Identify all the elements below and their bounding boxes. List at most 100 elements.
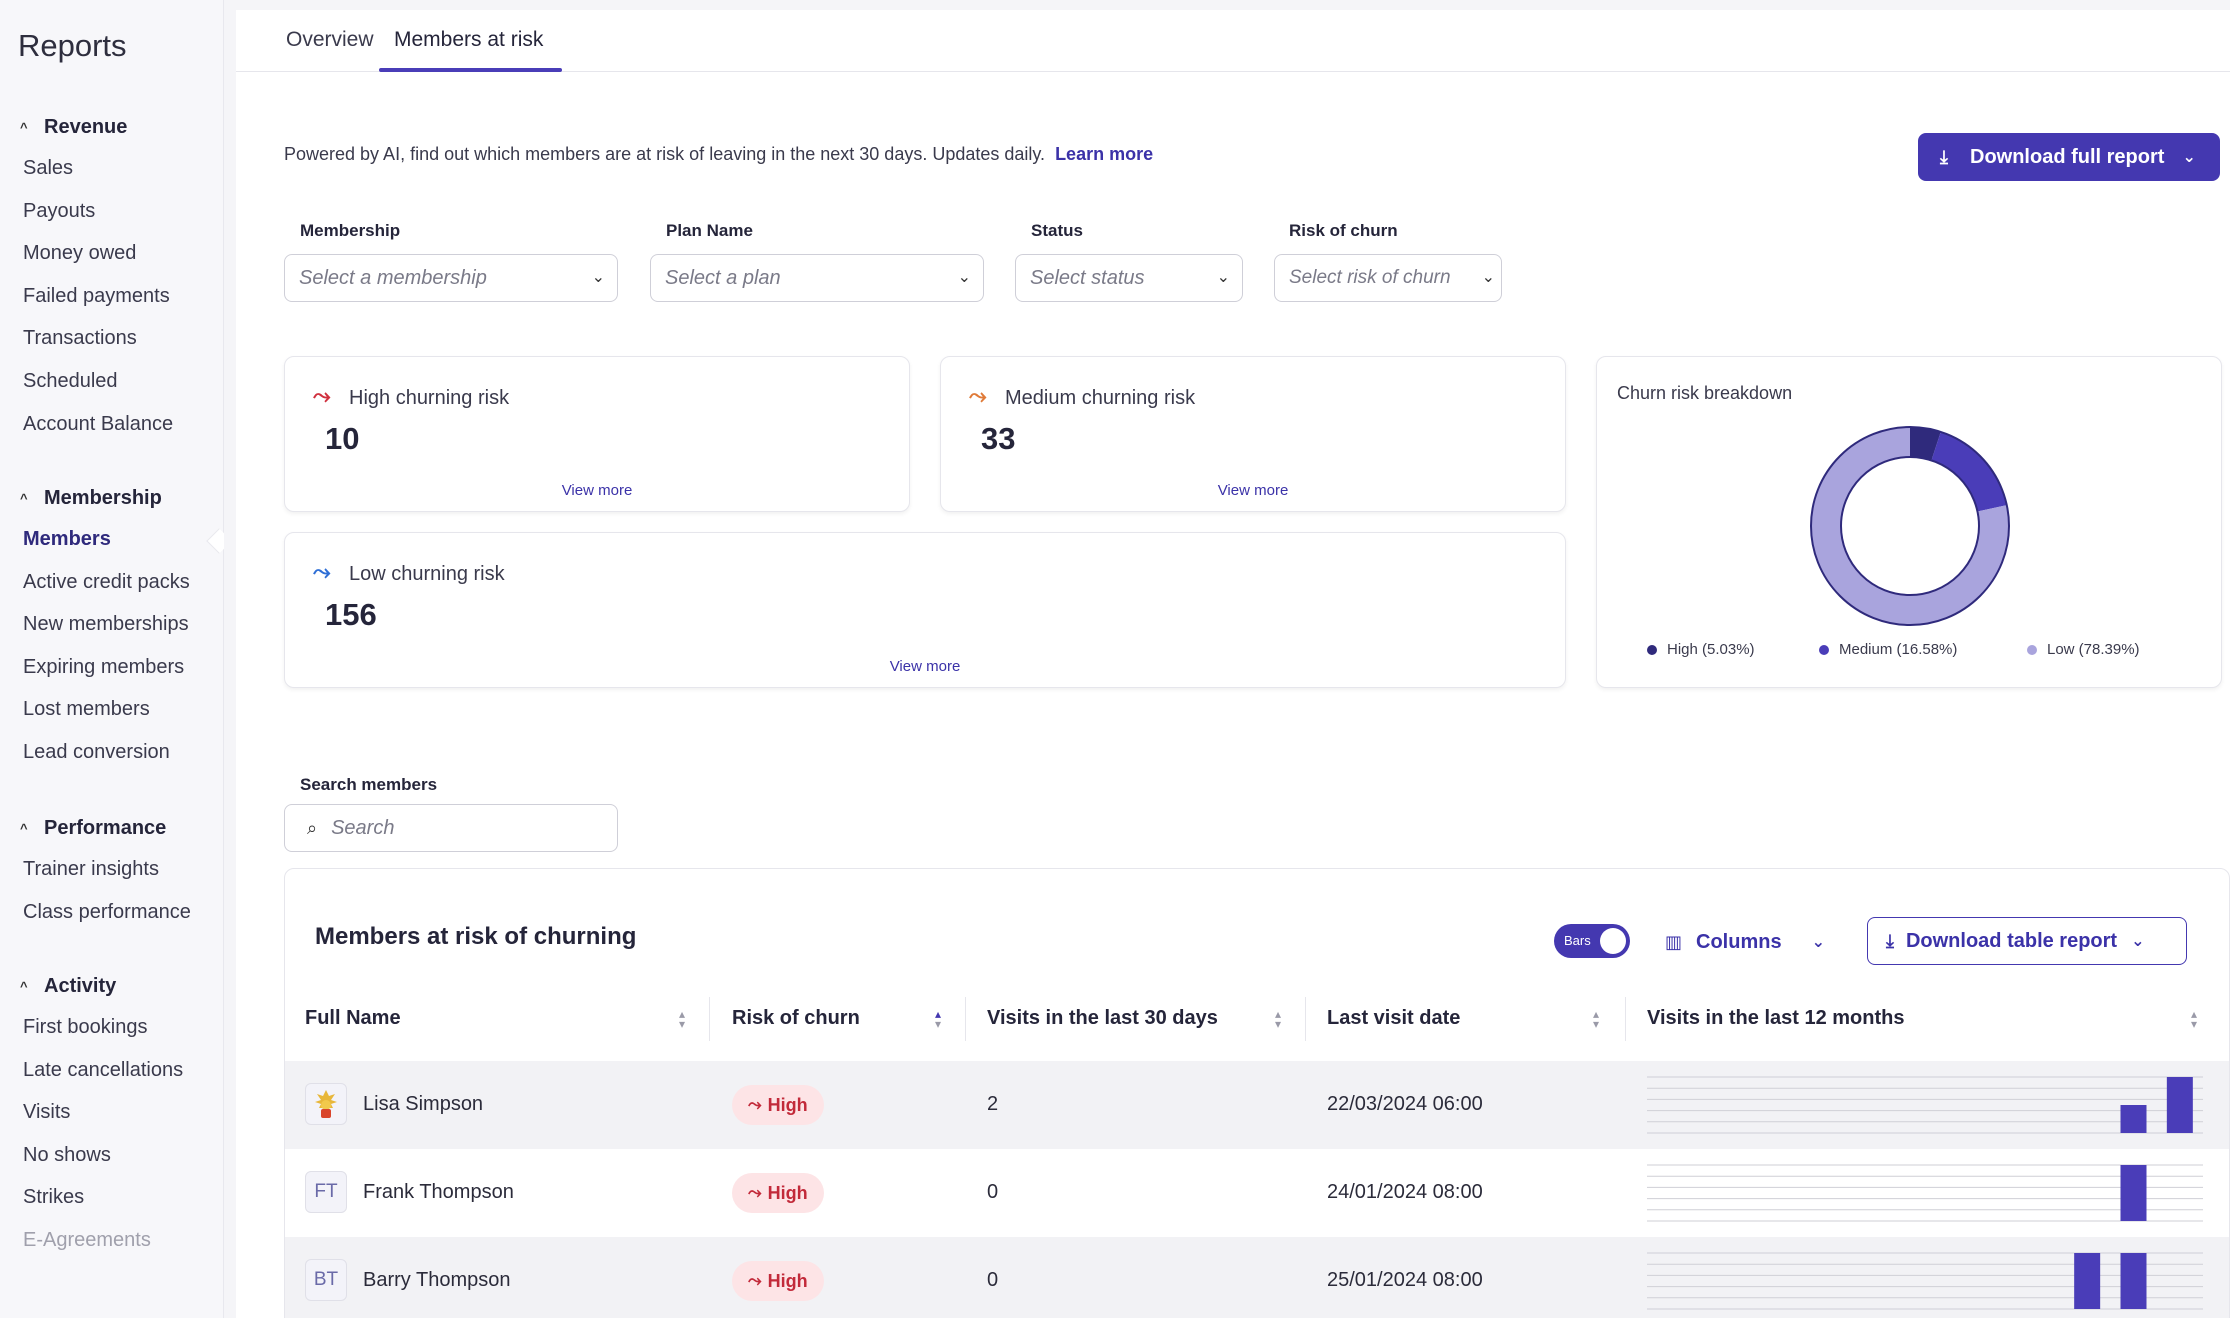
churn-breakdown-card: Churn risk breakdown High (5.03%) Medium…	[1596, 356, 2222, 688]
sidebar-group-revenue: ^ Revenue Sales Payouts Money owed Failed…	[0, 107, 224, 445]
chevron-down-icon: ⌄	[1481, 269, 1495, 286]
trend-arrow-icon: ⤳	[313, 559, 331, 584]
trend-arrow-icon: ⤳	[748, 1095, 762, 1114]
avatar: BT	[305, 1259, 347, 1301]
tab-members-at-risk[interactable]: Members at risk	[394, 28, 544, 51]
view-more-link[interactable]: View more	[1217, 482, 1289, 499]
column-divider	[1625, 997, 1626, 1041]
download-full-report-button[interactable]: ⤓ Download full report ⌄	[1918, 133, 2220, 181]
last-visit-date: 24/01/2024 08:00	[1327, 1181, 1483, 1203]
chevron-down-icon: ⌄	[957, 269, 971, 286]
bars-toggle[interactable]: Bars	[1554, 924, 1630, 958]
high-risk-count: 10	[325, 421, 360, 456]
medium-risk-card: ⤳ Medium churning risk 33 View more	[940, 356, 1566, 512]
header-risk-of-churn[interactable]: Risk of churn	[732, 1007, 860, 1029]
sidebar-item-money-owed[interactable]: Money owed	[23, 242, 137, 265]
membership-select[interactable]: Select a membership ⌄	[284, 254, 618, 302]
sidebar-item-trainer-insights[interactable]: Trainer insights	[23, 858, 159, 880]
member-name: Lisa Simpson	[363, 1093, 484, 1115]
sidebar-item-scheduled[interactable]: Scheduled	[23, 369, 118, 392]
visits-count: 2	[987, 1093, 999, 1115]
sidebar-item-first-bookings[interactable]: First bookings	[23, 1016, 148, 1038]
tab-overview[interactable]: Overview	[286, 28, 374, 51]
main-area: Overview Members at risk Powered by AI, …	[224, 0, 2230, 1318]
trend-arrow-icon: ⤳	[313, 383, 331, 408]
header-full-name[interactable]: Full Name	[305, 1007, 401, 1029]
legend-item-high: High (5.03%)	[1647, 641, 1755, 658]
chevron-down-icon: ⌄	[1811, 934, 1825, 951]
sidebar-item-members[interactable]: Members	[23, 528, 111, 550]
sort-icon[interactable]: ▴ ▾	[679, 1007, 686, 1031]
visit-bar	[2120, 1253, 2147, 1309]
sidebar-title: Reports	[18, 28, 127, 63]
sort-icon[interactable]: ▴ ▾	[935, 1007, 942, 1031]
plan-select[interactable]: Select a plan ⌄	[650, 254, 984, 302]
sidebar-item-new-memberships[interactable]: New memberships	[23, 613, 189, 636]
donut-outer-edge	[1810, 426, 2010, 626]
learn-more-link[interactable]: Learn more	[1055, 144, 1154, 164]
sidebar-item-visits[interactable]: Visits	[23, 1101, 71, 1124]
visits-count: 0	[987, 1181, 999, 1203]
sidebar-item-active-credit-packs[interactable]: Active credit packs	[23, 570, 190, 593]
download-table-report-button[interactable]: ⤓ Download table report ⌄	[1867, 917, 2187, 965]
content-panel: Overview Members at risk Powered by AI, …	[236, 10, 2230, 1318]
trend-arrow-icon: ⤳	[748, 1271, 762, 1290]
table-row[interactable]: BT Barry Thompson ⤳ High 0 25/01/2024 08:…	[285, 1237, 2229, 1318]
avatar: FT	[305, 1171, 347, 1213]
sidebar-item-account-balance[interactable]: Account Balance	[23, 412, 174, 435]
sidebar-item-strikes[interactable]: Strikes	[23, 1186, 85, 1209]
sidebar-item-failed-payments[interactable]: Failed payments	[23, 284, 170, 307]
header-last-visit-date[interactable]: Last visit date	[1327, 1007, 1461, 1029]
chart-title: Churn risk breakdown	[1617, 383, 1793, 403]
chevron-down-icon: ⌄	[2131, 933, 2145, 950]
visit-bar	[2120, 1165, 2147, 1221]
trend-arrow-icon: ⤳	[969, 383, 987, 408]
table-title: Members at risk of churning	[315, 923, 637, 950]
sidebar-group-header[interactable]: ^ Performance	[20, 816, 167, 839]
header-visits-30-days[interactable]: Visits in the last 30 days	[987, 1007, 1218, 1029]
legend-item-low: Low (78.39%)	[2027, 641, 2140, 658]
sidebar-group-header[interactable]: ^ Activity	[20, 974, 117, 997]
sidebar-item-lead-conversion[interactable]: Lead conversion	[23, 740, 170, 763]
search-input[interactable]: ⌕ Search	[284, 804, 618, 852]
sidebar-group-header[interactable]: ^ Revenue	[20, 115, 128, 138]
legend-dot	[2027, 644, 2037, 655]
risk-select[interactable]: Select risk of churn ⌄	[1274, 254, 1502, 302]
status-filter-label: Status	[1031, 221, 1083, 240]
sidebar-item-class-performance[interactable]: Class performance	[23, 900, 191, 923]
columns-button[interactable]: ▥ Columns ⌄	[1665, 930, 1825, 953]
sidebar-item-late-cancellations[interactable]: Late cancellations	[23, 1058, 184, 1081]
sidebar-item-e-agreements[interactable]: E-Agreements	[23, 1228, 151, 1251]
sidebar-group-activity: ^ Activity First bookings Late cancellati…	[0, 966, 224, 1262]
medium-risk-count: 33	[981, 421, 1016, 456]
sidebar-item-no-shows[interactable]: No shows	[23, 1143, 111, 1166]
sidebar-group-header[interactable]: ^ Membership	[20, 486, 162, 509]
sidebar-item-payouts[interactable]: Payouts	[23, 199, 96, 222]
status-select[interactable]: Select status ⌄	[1015, 254, 1243, 302]
table-row[interactable]: Lisa Simpson ⤳ High 2 22/03/2024 06:00	[285, 1061, 2229, 1149]
view-more-link[interactable]: View more	[889, 658, 961, 675]
sort-icon[interactable]: ▴ ▾	[2191, 1007, 2198, 1031]
visits-sparkline	[1647, 1076, 2203, 1134]
sort-icon[interactable]: ▴ ▾	[1275, 1007, 1282, 1031]
sidebar-group-performance: ^ Performance Trainer insights Class perf…	[0, 808, 224, 933]
header-visits-12-months[interactable]: Visits in the last 12 months	[1647, 1007, 1905, 1029]
search-label: Search members	[300, 775, 438, 794]
avatar-image-icon	[315, 1090, 337, 1118]
legend-item-medium: Medium (16.58%)	[1819, 641, 1957, 658]
sidebar-item-sales[interactable]: Sales	[23, 157, 74, 179]
trend-arrow-icon: ⤳	[748, 1183, 762, 1202]
member-name: Frank Thompson	[363, 1181, 514, 1203]
membership-filter-label: Membership	[300, 221, 401, 240]
sidebar-item-lost-members[interactable]: Lost members	[23, 698, 150, 721]
sidebar-item-transactions[interactable]: Transactions	[23, 327, 137, 350]
sidebar-item-expiring-members[interactable]: Expiring members	[23, 655, 185, 678]
table-row[interactable]: FT Frank Thompson ⤳ High 0 24/01/2024 08:…	[285, 1149, 2229, 1237]
view-more-link[interactable]: View more	[561, 482, 633, 499]
sort-icon[interactable]: ▴ ▾	[1593, 1007, 1600, 1031]
visits-count: 0	[987, 1269, 999, 1291]
risk-filter-label: Risk of churn	[1289, 221, 1398, 240]
chevron-down-icon: ⌄	[2182, 149, 2196, 166]
visits-sparkline	[1647, 1164, 2203, 1222]
plan-filter-label: Plan Name	[666, 221, 753, 240]
